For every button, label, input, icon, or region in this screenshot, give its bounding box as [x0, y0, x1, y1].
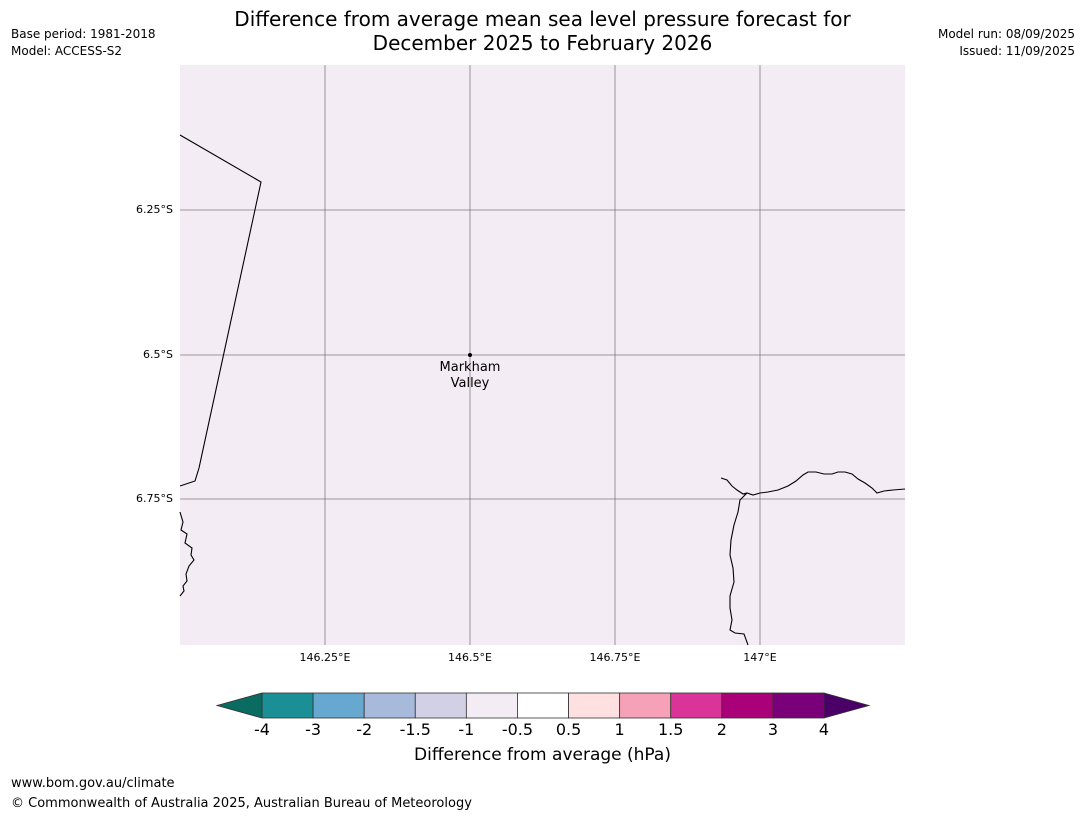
title-line-2: December 2025 to February 2026: [372, 31, 713, 55]
colorbar-tick-label: 3: [767, 720, 778, 739]
colorbar-segment: [517, 692, 569, 719]
footer-url: www.bom.gov.au/climate: [11, 776, 175, 791]
colorbar-tick-label: 1.5: [657, 720, 684, 739]
colorbar-segment: [721, 692, 774, 719]
colorbar-label: Difference from average (hPa): [414, 745, 671, 765]
border-line: [179, 134, 262, 487]
model-text: Model: ACCESS-S2: [11, 44, 123, 58]
location-name-line-2: Valley: [450, 376, 490, 391]
colorbar-tick-label: 0.5: [555, 720, 582, 739]
lat-label-6-5: 6.5°S: [143, 348, 173, 361]
colorbar-tick-label: 1: [614, 720, 625, 739]
coastline-west: [179, 511, 195, 597]
colorbar-segment: [261, 692, 314, 719]
colorbar-segment: [568, 692, 621, 719]
map-title: Difference from average mean sea level p…: [180, 7, 905, 55]
colorbar-tick-label: -1.5: [399, 720, 431, 739]
colorbar-segment: [465, 692, 518, 719]
meta-left: Base period: 1981-2018 Model: ACCESS-S2: [11, 26, 156, 60]
colorbar-tick-label: -4: [254, 720, 270, 739]
coastline-east: [720, 471, 906, 646]
colorbar-tick-label: -3: [305, 720, 322, 739]
colorbar-segment: [363, 692, 416, 719]
colorbar-tick-label: 4: [818, 720, 830, 739]
base-period-text: Base period: 1981-2018: [11, 27, 156, 41]
location-label: Markham Valley: [420, 360, 520, 392]
boundaries: [179, 134, 906, 646]
lon-label-146-75: 146.75°E: [589, 651, 641, 664]
colorbar-tick-label: -0.5: [501, 720, 534, 739]
issued-text: Issued: 11/09/2025: [959, 44, 1075, 58]
colorbar-segment: [619, 692, 672, 719]
location-marker: [468, 353, 472, 357]
model-run-text: Model run: 08/09/2025: [937, 27, 1075, 41]
colorbar-under-arrow: [215, 692, 263, 719]
colorbar-segments: [261, 692, 825, 719]
lon-label-146-5: 146.5°E: [448, 651, 492, 664]
lat-label-6-75: 6.75°S: [136, 492, 173, 505]
colorbar-segment: [312, 692, 365, 719]
colorbar-tick-label: 2: [716, 720, 727, 739]
lat-label-6-25: 6.25°S: [136, 203, 173, 216]
graticule: [180, 65, 905, 645]
footer-copyright: © Commonwealth of Australia 2025, Austra…: [11, 796, 472, 811]
colorbar-tick-label: -2: [356, 720, 373, 739]
lon-label-147: 147°E: [743, 651, 777, 664]
colorbar-tick-label: -1: [458, 720, 475, 739]
meta-right: Model run: 08/09/2025 Issued: 11/09/2025: [938, 26, 1075, 60]
colorbar-segment: [414, 692, 467, 719]
title-line-1: Difference from average mean sea level p…: [234, 7, 851, 31]
location-name-line-1: Markham: [439, 360, 501, 375]
colorbar-over-arrow: [823, 692, 871, 719]
lon-label-146-25: 146.25°E: [299, 651, 351, 664]
colorbar-segment: [772, 692, 825, 719]
colorbar-segment: [670, 692, 723, 719]
